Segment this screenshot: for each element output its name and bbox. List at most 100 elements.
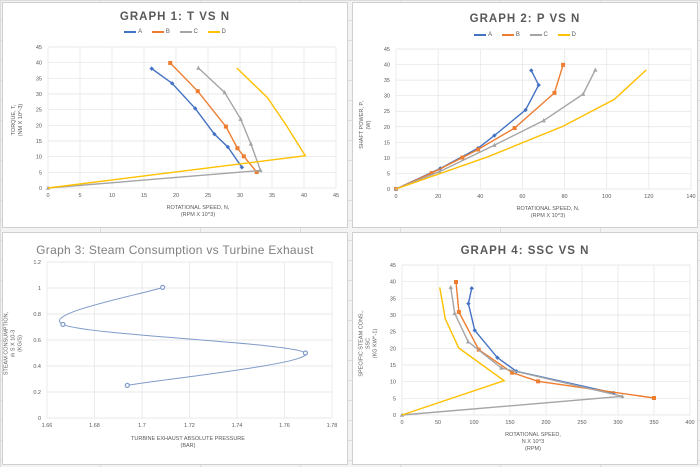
y-tick-label: 10 <box>36 155 42 161</box>
x-tick-label: 35 <box>269 193 275 199</box>
x-tick-label: 1.78 <box>327 423 338 429</box>
x-tick-label: 100 <box>469 420 478 426</box>
legend-label: B <box>515 32 520 38</box>
data-point-diamond <box>523 107 528 113</box>
chart-title: GRAPH 1: T VS N <box>119 11 231 23</box>
graph-2-panel[interactable]: GRAPH 2: P VS N A B C D ROTATIONAL SPEED… <box>352 2 698 228</box>
data-point-triangle <box>437 169 442 174</box>
legend-label: B <box>165 29 170 35</box>
series-line-a <box>151 68 243 168</box>
y-tick-label: 0.6 <box>33 338 41 344</box>
x-tick-label: 40 <box>477 194 483 200</box>
x-tick-label: 50 <box>435 420 441 426</box>
data-point-diamond <box>495 355 500 360</box>
x-axis-label-line: ROTATIONAL SPEED, <box>505 432 561 438</box>
x-tick-label: 60 <box>519 194 525 200</box>
data-point-triangle <box>452 310 457 316</box>
data-point-square <box>168 60 173 65</box>
y-tick-label: 35 <box>390 296 396 302</box>
y-tick-label: 40 <box>36 61 42 67</box>
data-point-square <box>429 171 434 176</box>
y-tick-label: 0.2 <box>33 390 41 396</box>
x-axis-label: TURBINE EXHAUST ABSOLUTE PRESSURE (BAR) <box>113 436 263 450</box>
data-point-diamond <box>239 165 245 170</box>
x-tick-label: 250 <box>577 420 586 426</box>
y-tick-label: 5 <box>393 396 396 402</box>
data-point-triangle <box>238 116 243 121</box>
x-tick-label: 1.74 <box>232 423 243 429</box>
legend-label: A <box>488 32 493 38</box>
legend-label: A <box>138 29 143 35</box>
data-point-diamond <box>225 144 231 150</box>
x-tick-label: 120 <box>644 194 653 200</box>
data-point-triangle <box>196 65 201 70</box>
legend-item-d: D <box>557 32 576 38</box>
data-point-triangle <box>222 90 227 95</box>
y-tick-label: 20 <box>390 346 396 352</box>
x-tick-label: 20 <box>173 193 179 199</box>
y-tick-label: 0 <box>387 187 390 193</box>
x-axis-label-line: (RPM X 10^3) <box>530 213 566 219</box>
legend-item-c: C <box>179 29 198 35</box>
graph-1-panel[interactable]: GRAPH 1: T VS N A B C D ROTATIONAL SPEED… <box>2 2 348 228</box>
x-axis-label: ROTATIONAL SPEED, N, (RPM X 10^3) <box>493 206 603 220</box>
x-tick-label: 20 <box>435 194 441 200</box>
data-point-diamond <box>536 82 541 88</box>
x-tick-label: 80 <box>562 194 568 200</box>
data-point-triangle <box>580 91 586 96</box>
data-point-square <box>223 124 228 129</box>
x-tick-label: 1.68 <box>89 423 100 429</box>
data-point-triangle <box>620 393 625 399</box>
legend-item-a: A <box>474 32 492 38</box>
data-point-diamond <box>212 131 217 137</box>
y-tick-label: 15 <box>384 140 390 146</box>
x-tick-label: 25 <box>205 193 211 199</box>
data-point-circle <box>60 321 66 327</box>
x-tick-label: 200 <box>541 420 550 426</box>
x-tick-label: 40 <box>301 193 307 199</box>
y-tick-label: 45 <box>384 47 390 53</box>
y-tick-label: 5 <box>387 171 390 177</box>
y-tick-label: 45 <box>36 45 42 51</box>
y-tick-label: 15 <box>36 139 42 145</box>
legend-label: C <box>193 29 198 35</box>
x-axis-label-line: N X 10^3 <box>521 439 545 445</box>
series-line-a <box>395 70 540 190</box>
legend-label: C <box>543 32 548 38</box>
y-tick-label: 15 <box>390 363 396 369</box>
legend-item-c: C <box>529 32 548 38</box>
legend-item-b: B <box>151 29 170 35</box>
x-axis-label-line: ROTATIONAL SPEED, N, <box>166 205 230 211</box>
x-axis-label-line: (BAR) <box>180 443 196 449</box>
y-tick-label: 1 <box>38 286 41 292</box>
y-tick-label: 0.8 <box>33 312 41 318</box>
y-tick-label: 45 <box>390 263 396 269</box>
data-point-square <box>652 396 656 400</box>
legend-swatch <box>151 31 164 33</box>
series-line-b <box>169 62 258 173</box>
x-tick-label: 1.72 <box>184 423 195 429</box>
y-tick-label: 10 <box>390 380 396 386</box>
data-point-square <box>454 280 458 284</box>
legend-label: D <box>571 32 576 38</box>
data-point-triangle <box>248 141 254 146</box>
x-axis-label: ROTATIONAL SPEED, N X 10^3 (RPM) <box>483 432 583 453</box>
x-tick-label: 140 <box>686 194 695 200</box>
x-tick-label: 5 <box>78 193 81 199</box>
x-axis-label-line: (RPM X 10^3) <box>180 212 216 218</box>
data-point-diamond <box>169 81 175 86</box>
data-point-diamond <box>492 133 497 138</box>
y-tick-label: 20 <box>384 125 390 131</box>
y-tick-label: 0 <box>393 413 396 419</box>
data-point-diamond <box>611 390 616 396</box>
data-point-square <box>512 126 517 131</box>
x-axis-label-line: TURBINE EXHAUST ABSOLUTE PRESSURE <box>131 436 245 442</box>
legend-label: D <box>221 29 226 35</box>
y-tick-label: 30 <box>384 94 390 100</box>
y-tick-label: 25 <box>384 109 390 115</box>
x-tick-label: 0 <box>46 193 49 199</box>
data-point-square <box>475 147 480 152</box>
y-tick-label: 1.2 <box>33 260 41 266</box>
series-line-d <box>395 69 647 190</box>
x-tick-label: 10 <box>109 193 115 199</box>
